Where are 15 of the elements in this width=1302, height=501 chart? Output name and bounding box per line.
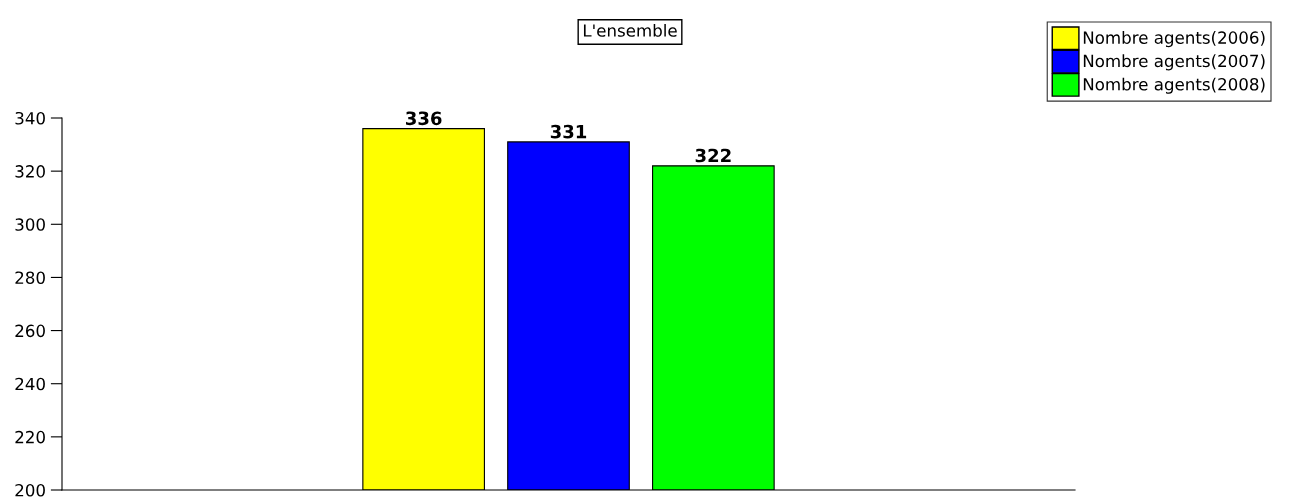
y-tick-label: 220 — [15, 430, 45, 444]
y-tick-label: 240 — [15, 377, 45, 391]
data-label: 331 — [550, 124, 587, 139]
data-label: 322 — [695, 148, 731, 163]
y-tick-label: 300 — [15, 218, 45, 231]
y-tick-label: 320 — [15, 165, 45, 178]
data-label: 336 — [406, 111, 442, 126]
y-tick-label: 200 — [15, 483, 45, 497]
legend-label: Nombre agents(2007) — [1083, 54, 1265, 71]
y-tick-label: 340 — [15, 111, 45, 125]
y-tick-label: 260 — [15, 324, 45, 338]
chart-title: L'ensemble — [583, 23, 677, 37]
y-tick-label: 280 — [15, 271, 45, 284]
legend-label: Nombre agents(2006) — [1083, 31, 1265, 48]
legend-label: Nombre agents(2008) — [1083, 77, 1265, 94]
